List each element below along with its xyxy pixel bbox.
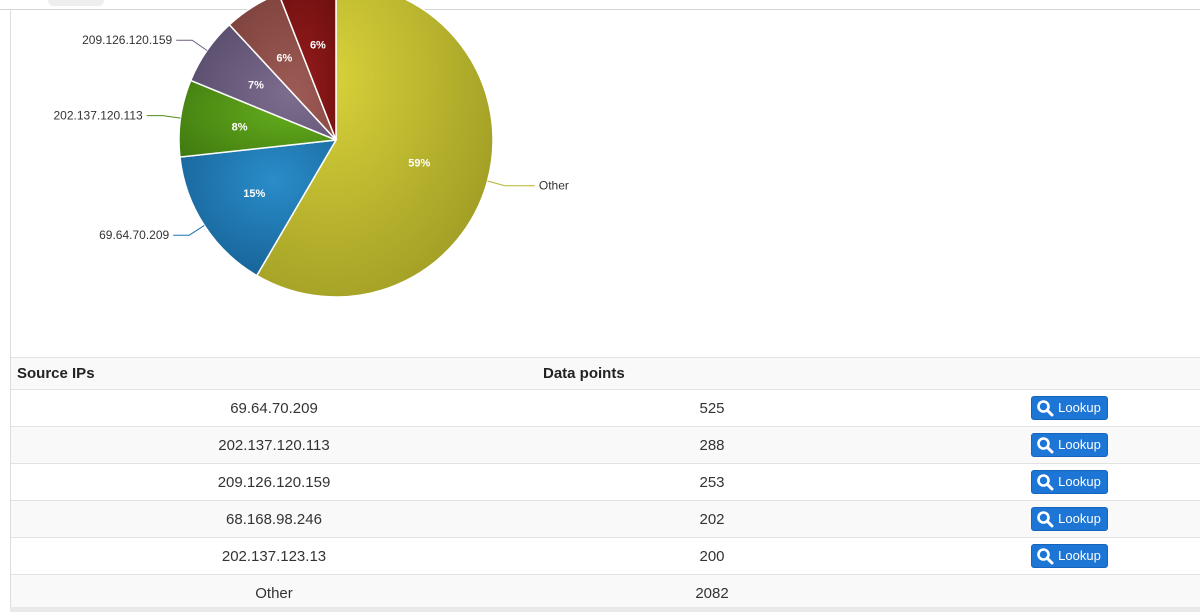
slice-percent-label: 7% [248, 80, 264, 92]
data-points-cell: 288 [537, 426, 887, 464]
table-bottom-edge [10, 607, 1200, 612]
lookup-button[interactable]: Lookup [1031, 432, 1108, 457]
slice-name-label: 69.64.70.209 [99, 228, 169, 242]
table-row: 69.64.70.209 525 Lookup [11, 389, 1200, 427]
source-ip-pie-chart: 59% Other 15% 69.64.70.209 8% 202.137.120.113… [53, 0, 569, 298]
action-cell: Lookup [887, 463, 1200, 501]
table-row: 209.126.120.159 253 Lookup [11, 463, 1200, 501]
lookup-button[interactable]: Lookup [1031, 395, 1108, 420]
slice-percent-label: 8% [232, 121, 248, 133]
column-header-source-ips: Source IPs [11, 357, 537, 390]
column-header-data-points: Data points [537, 357, 887, 390]
lookup-button[interactable]: Lookup [1031, 543, 1108, 568]
source-ip-cell: Other [11, 574, 537, 612]
search-icon [1037, 436, 1054, 453]
table-row: 202.137.120.113 288 Lookup [11, 426, 1200, 464]
slice-percent-label: 6% [276, 53, 292, 65]
action-cell: Lookup [887, 389, 1200, 427]
lookup-button[interactable]: Lookup [1031, 506, 1108, 531]
column-header-actions [887, 357, 1200, 390]
pie-slice [280, 0, 337, 141]
panel-left-border [10, 10, 11, 610]
slice-percent-label: 15% [243, 188, 265, 200]
search-icon [1037, 399, 1054, 416]
lookup-button-label: Lookup [1058, 437, 1101, 452]
lookup-button-label: Lookup [1058, 511, 1101, 526]
lookup-button-label: Lookup [1058, 400, 1101, 415]
action-cell: Lookup [887, 426, 1200, 464]
slice-name-label: 209.126.120.159 [82, 33, 172, 47]
slice-percent-label: 6% [310, 39, 326, 51]
table-row: Other 2082 [11, 574, 1200, 612]
data-points-cell: 200 [537, 537, 887, 575]
data-points-cell: 253 [537, 463, 887, 501]
leader-line [173, 224, 205, 236]
data-points-cell: 525 [537, 389, 887, 427]
action-cell: Lookup [887, 537, 1200, 575]
action-cell [887, 574, 1200, 612]
slice-percent-label: 59% [408, 158, 430, 170]
data-points-cell: 2082 [537, 574, 887, 612]
search-icon [1037, 510, 1054, 527]
pie-slice [179, 139, 338, 277]
table-header-row: Source IPs Data points [11, 357, 1200, 390]
table-row: 68.168.98.246 202 Lookup [11, 500, 1200, 538]
slice-name-label: Other [539, 179, 569, 193]
source-ip-cell: 202.137.120.113 [11, 426, 537, 464]
leader-line [176, 39, 208, 51]
lookup-button-label: Lookup [1058, 474, 1101, 489]
source-ip-cell: 202.137.123.13 [11, 537, 537, 575]
top-tab-edge [48, 0, 104, 6]
search-icon [1037, 473, 1054, 490]
leader-line [146, 115, 181, 119]
search-icon [1037, 547, 1054, 564]
lookup-button-label: Lookup [1058, 548, 1101, 563]
source-ip-cell: 68.168.98.246 [11, 500, 537, 538]
table-row: 202.137.123.13 200 Lookup [11, 537, 1200, 575]
source-ip-cell: 69.64.70.209 [11, 389, 537, 427]
source-ip-table: Source IPs Data points 69.64.70.209 525 Lo… [11, 357, 1200, 612]
lookup-button[interactable]: Lookup [1031, 469, 1108, 494]
source-ip-cell: 209.126.120.159 [11, 463, 537, 501]
slice-name-label: 202.137.120.113 [53, 109, 143, 123]
leader-line [487, 180, 535, 187]
action-cell: Lookup [887, 500, 1200, 538]
data-points-cell: 202 [537, 500, 887, 538]
pie-slice [228, 0, 337, 141]
top-divider [0, 9, 1200, 10]
